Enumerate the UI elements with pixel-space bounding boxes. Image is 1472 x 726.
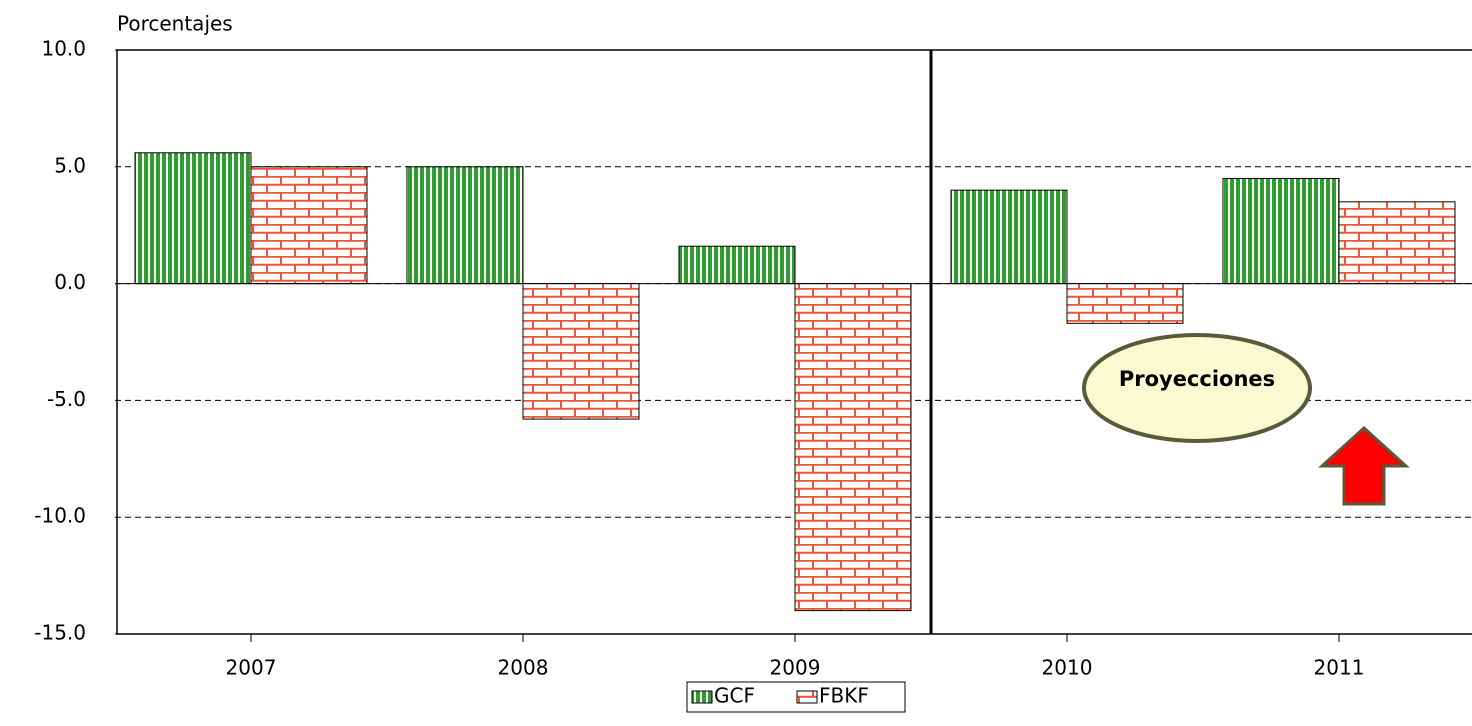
legend-swatch [796, 690, 818, 704]
annotation: Proyecciones [1119, 367, 1275, 391]
bar [522, 283, 640, 420]
legend-frame [686, 681, 906, 713]
bar [1066, 283, 1184, 324]
x-tick-label: 2010 [1042, 656, 1093, 680]
y-tick-label: 0.0 [54, 270, 86, 294]
bar [406, 166, 524, 285]
x-tick-label: 2007 [226, 656, 277, 680]
y-tick-label: -15.0 [34, 621, 86, 645]
bar [794, 283, 912, 612]
y-axis-label: Porcentajes [117, 12, 233, 36]
plot-frame [116, 49, 1472, 635]
bar [678, 245, 796, 285]
x-tick-label: 2011 [1314, 656, 1365, 680]
legend-label: FBKF [819, 684, 869, 708]
legend-swatch [691, 690, 713, 704]
y-tick-label: -10.0 [34, 504, 86, 528]
x-tick-label: 2008 [498, 656, 549, 680]
y-tick-label: 5.0 [54, 153, 86, 177]
annotation-bubble [1082, 333, 1312, 443]
y-tick-label: 10.0 [41, 37, 86, 61]
x-tick-label: 2009 [770, 656, 821, 680]
bar [950, 189, 1068, 285]
y-tick-label: -5.0 [47, 387, 86, 411]
bar [1338, 201, 1456, 285]
legend-label: GCF [714, 684, 755, 708]
bar [1222, 177, 1340, 285]
arrow [1318, 425, 1410, 506]
bar [250, 166, 368, 285]
bar [134, 152, 252, 285]
